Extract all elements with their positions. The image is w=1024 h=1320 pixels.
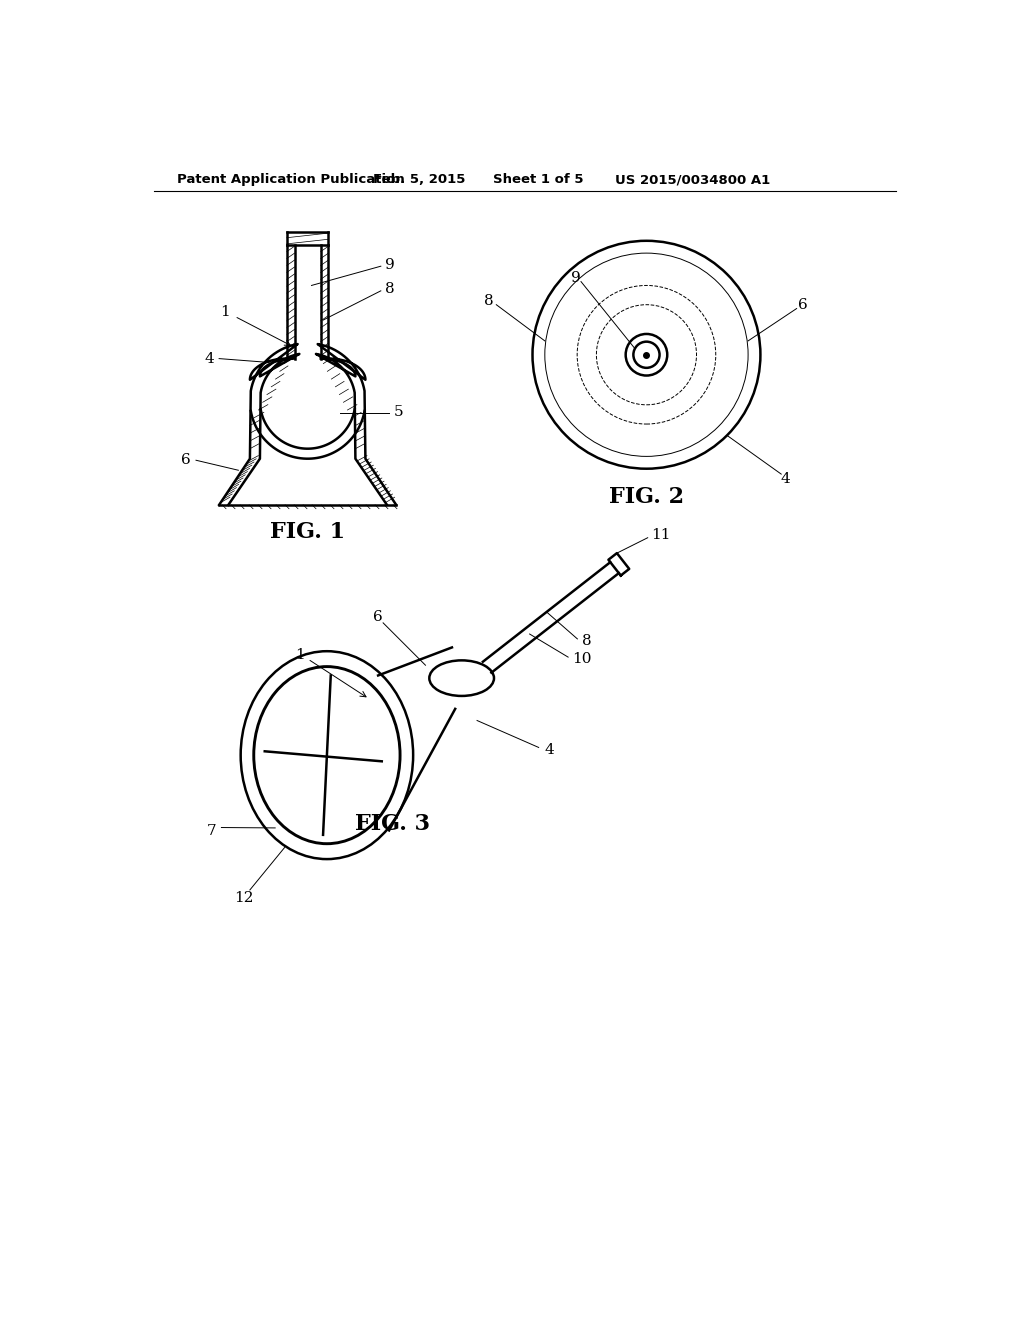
Text: 9: 9 bbox=[385, 257, 394, 272]
Text: 8: 8 bbox=[483, 294, 494, 308]
Text: 7: 7 bbox=[207, 825, 216, 838]
Text: 12: 12 bbox=[234, 891, 254, 904]
Text: 11: 11 bbox=[651, 528, 671, 543]
Text: 4: 4 bbox=[545, 743, 555, 756]
Text: 5: 5 bbox=[394, 405, 403, 420]
Text: 4: 4 bbox=[204, 351, 214, 366]
Text: 6: 6 bbox=[181, 453, 190, 467]
Text: US 2015/0034800 A1: US 2015/0034800 A1 bbox=[615, 173, 770, 186]
Text: Feb. 5, 2015: Feb. 5, 2015 bbox=[373, 173, 466, 186]
Text: 1: 1 bbox=[295, 648, 305, 663]
Text: FIG. 3: FIG. 3 bbox=[355, 813, 430, 836]
Text: Patent Application Publication: Patent Application Publication bbox=[177, 173, 404, 186]
Text: 9: 9 bbox=[570, 271, 581, 285]
Text: FIG. 2: FIG. 2 bbox=[609, 486, 684, 508]
Text: 6: 6 bbox=[373, 610, 383, 624]
Text: Sheet 1 of 5: Sheet 1 of 5 bbox=[494, 173, 584, 186]
Text: 4: 4 bbox=[780, 473, 790, 487]
Text: 1: 1 bbox=[219, 305, 229, 319]
Text: 10: 10 bbox=[572, 652, 592, 667]
Text: 8: 8 bbox=[385, 282, 394, 296]
Text: FIG. 1: FIG. 1 bbox=[270, 521, 345, 543]
Text: 8: 8 bbox=[582, 634, 592, 648]
Text: 6: 6 bbox=[798, 298, 808, 313]
